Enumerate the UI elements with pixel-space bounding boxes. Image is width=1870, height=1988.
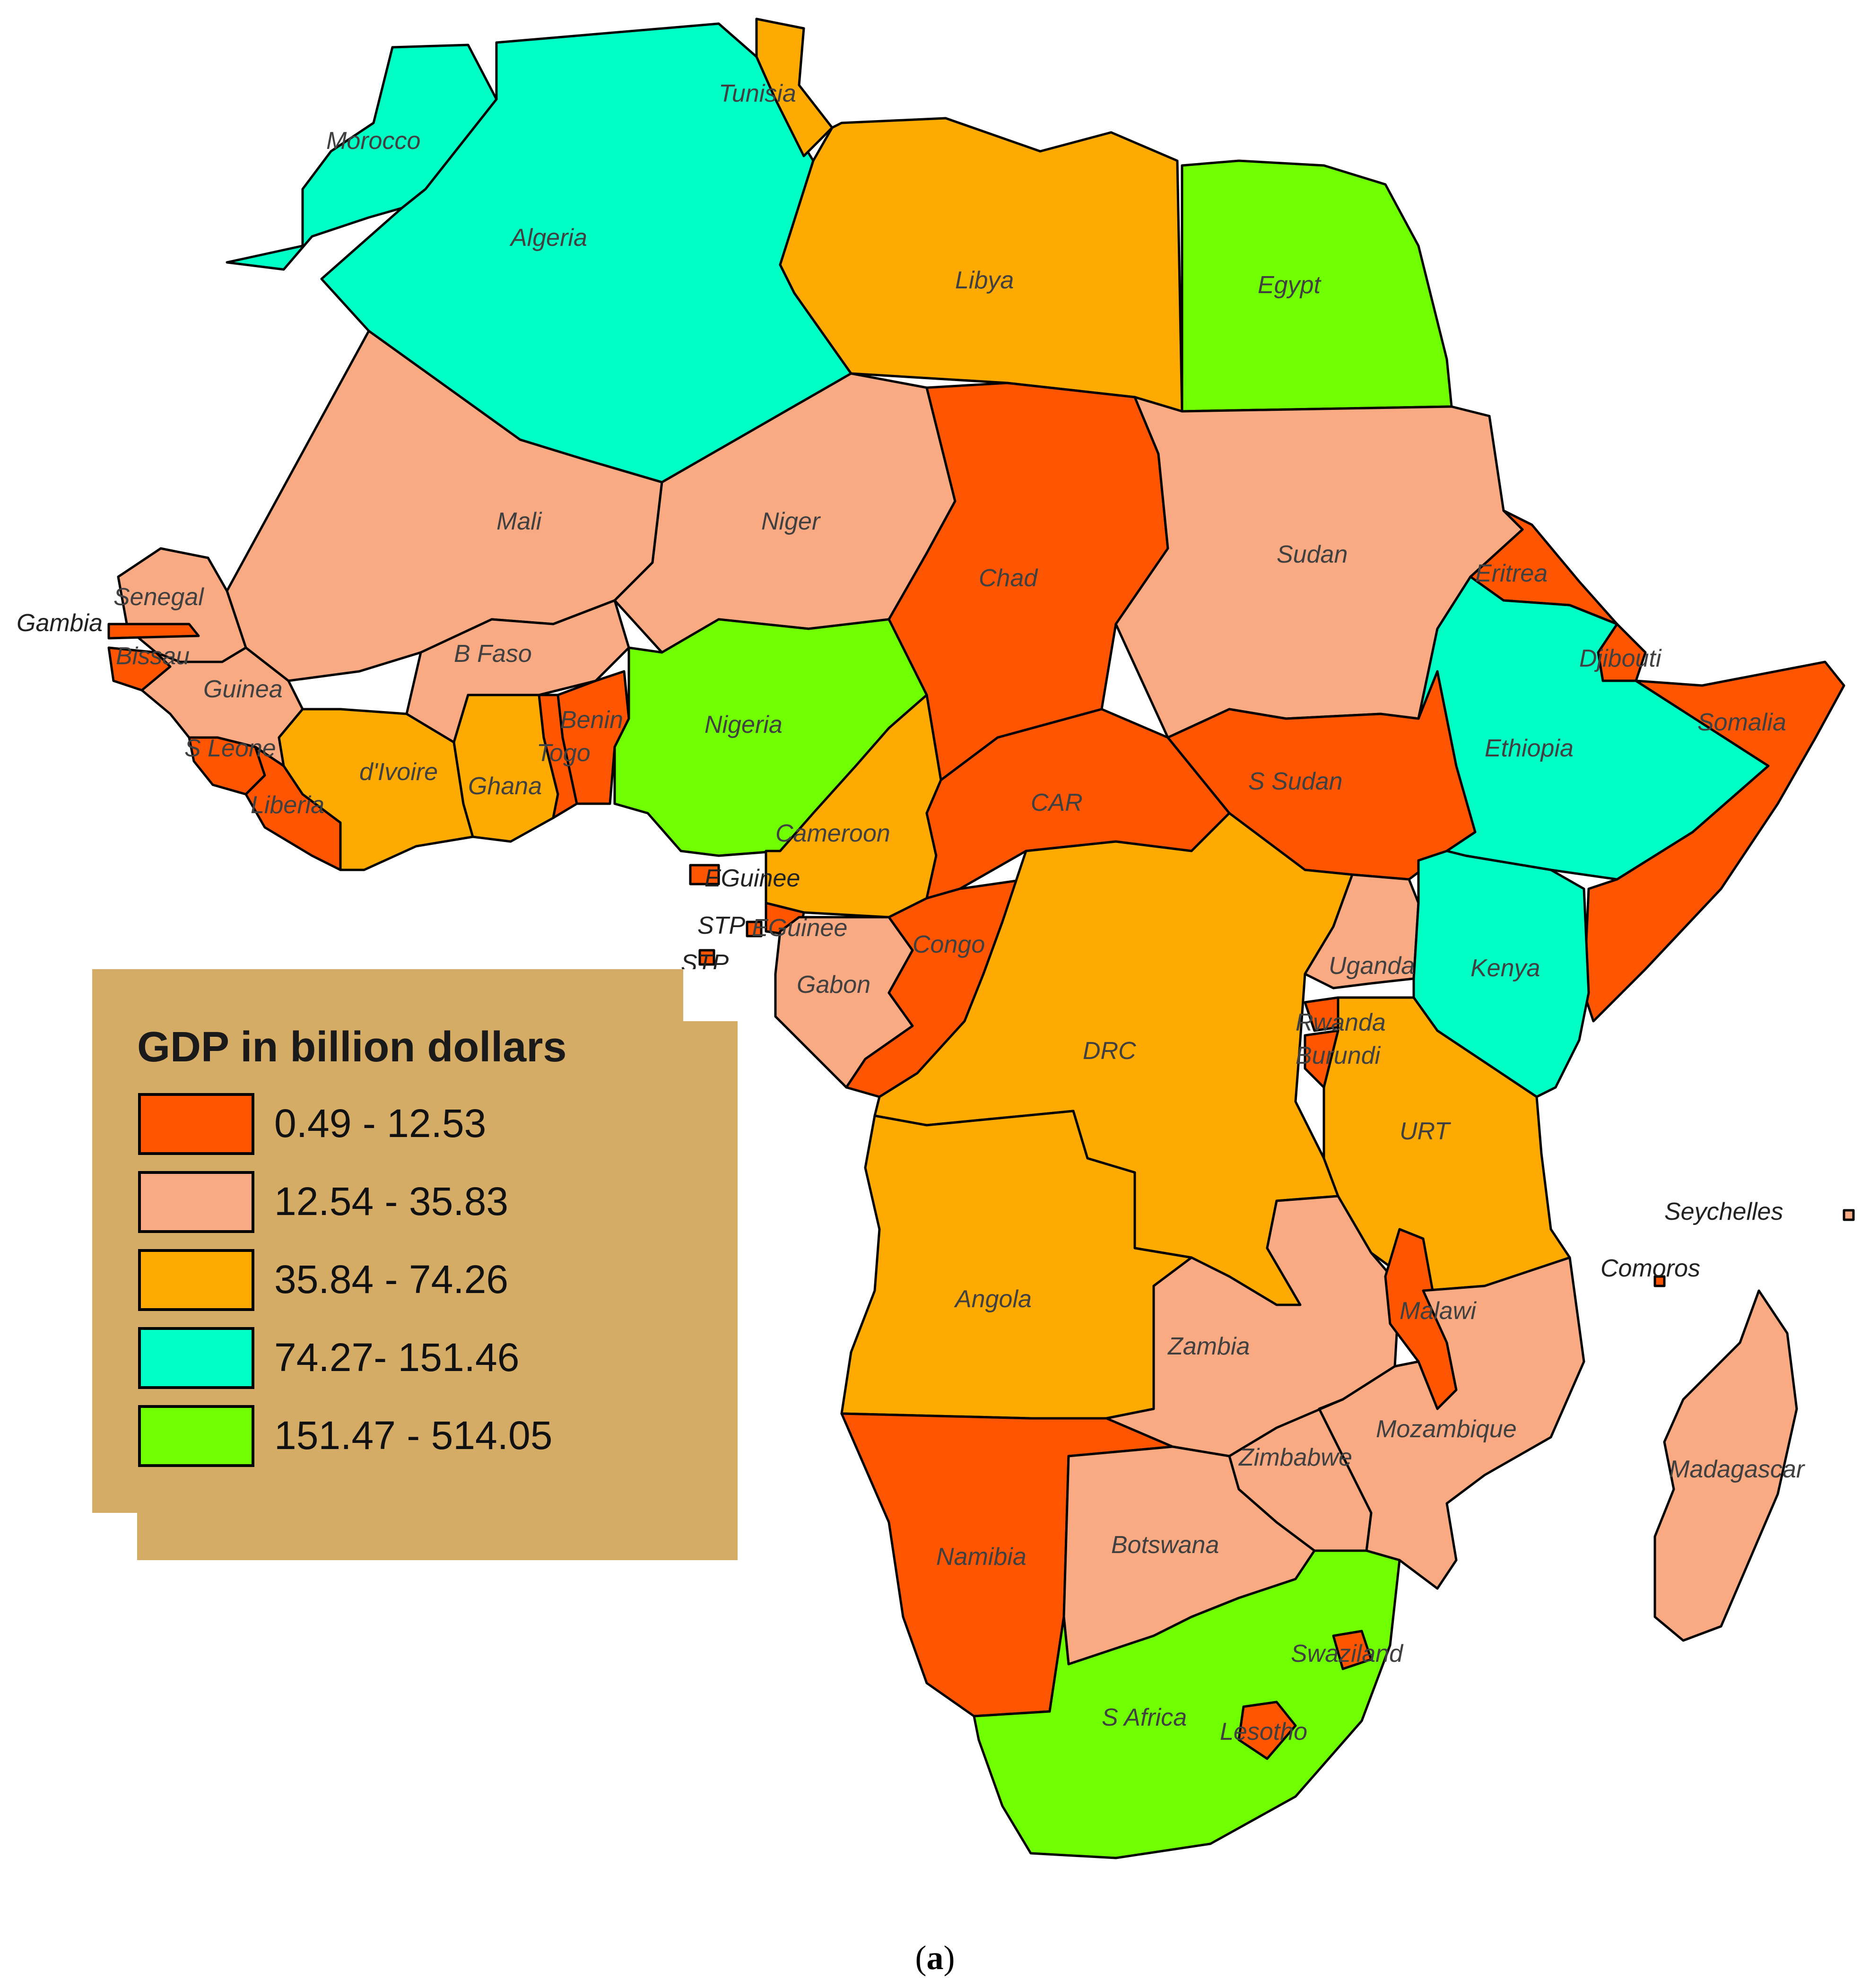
map-legend: GDP in billion dollars 0.49 - 12.53 12.5… [92,969,754,1560]
country-swaziland[interactable] [1332,1630,1373,1670]
label-niger: Niger [761,508,821,535]
country-safrica[interactable] [973,1549,1401,1859]
country-tunisia[interactable] [755,17,834,157]
label-nigeria: Nigeria [705,711,783,738]
label-chad: Chad [979,564,1038,592]
legend-swatch-2 [138,1171,254,1233]
label-eritrea: Eritrea [1475,560,1548,587]
label-angola: Angola [954,1285,1032,1313]
legend-corner-notch [683,969,754,1021]
legend-label-4: 74.27- 151.46 [274,1335,519,1380]
label-morocco: Morocco [326,127,420,155]
label-zambia: Zambia [1167,1333,1250,1360]
countries-layer [107,17,1855,1859]
legend-swatch-3 [138,1249,254,1311]
label-libya: Libya [955,267,1014,294]
country-eguinee1[interactable] [689,864,720,885]
label-cameroon: Cameroon [775,820,890,847]
country-labels: Morocco Algeria Tunisia Libya Egypt Mali… [17,80,1806,1745]
country-madagascar[interactable] [1653,1289,1798,1642]
label-bfaso: B Faso [454,640,532,668]
label-burundi: Burundi [1296,1042,1381,1069]
caption-close-paren: ) [943,1939,955,1977]
label-bissau: Bissau [116,642,190,670]
label-congo: Congo [913,931,985,958]
label-namibia: Namibia [936,1543,1026,1571]
legend-swatch-4 [138,1327,254,1389]
label-botswana: Botswana [1111,1531,1219,1559]
legend-label-3: 35.84 - 74.26 [274,1257,508,1302]
country-stp1[interactable] [746,920,763,938]
label-gabon: Gabon [797,971,870,998]
label-lesotho: Lesotho [1220,1718,1307,1745]
label-somalia: Somalia [1697,709,1786,736]
label-ethiopia: Ethiopia [1485,735,1574,762]
label-malawi: Malawi [1400,1297,1477,1325]
caption-open-paren: ( [915,1939,927,1977]
label-senegal: Senegal [113,583,204,611]
label-sleone: S Leone [184,735,276,762]
label-egypt: Egypt [1258,271,1322,299]
label-ghana: Ghana [468,773,542,800]
label-gambia: Gambia [17,609,103,637]
label-ivoire: d'Ivoire [359,758,438,786]
label-zimbabwe: Zimbabwe [1238,1444,1352,1471]
legend-label-5: 151.47 - 514.05 [274,1413,553,1458]
label-uganda: Uganda [1329,952,1415,980]
country-stp2[interactable] [698,949,715,966]
label-kenya: Kenya [1470,955,1540,982]
label-ssudan: S Sudan [1248,768,1343,795]
country-kenya[interactable] [1412,850,1590,1098]
legend-swatch-5 [138,1405,254,1467]
label-eguinee2: EGuinee [752,914,847,942]
country-uganda[interactable] [1304,873,1420,990]
country-gambia[interactable] [107,623,200,640]
legend-title: GDP in billion dollars [137,1024,566,1071]
label-eguinee1: EGuinee [705,865,800,892]
country-somalia[interactable] [1583,660,1845,1023]
label-car: CAR [1031,789,1083,816]
label-mali: Mali [496,508,542,535]
label-djibouti: Djibouti [1579,645,1662,672]
label-sudan: Sudan [1277,541,1348,568]
country-libya[interactable] [779,117,1183,413]
label-stp1: STP [697,912,745,939]
label-benin: Benin [560,706,623,734]
label-tunisia: Tunisia [719,80,796,107]
figure-caption: (a) [0,1938,1870,1978]
label-madagascar: Madagascar [1669,1456,1806,1483]
label-mozambique: Mozambique [1376,1415,1517,1443]
country-seychelles[interactable] [1843,1209,1855,1221]
label-safrica: S Africa [1102,1704,1187,1731]
label-comoros: Comoros [1600,1255,1700,1282]
label-guinea: Guinea [203,676,283,703]
label-liberia: Liberia [251,791,324,819]
legend-swatch-1 [138,1093,254,1155]
label-togo: Togo [537,739,591,767]
label-drc: DRC [1083,1037,1136,1065]
country-morocco[interactable] [226,43,498,271]
legend-label-2: 12.54 - 35.83 [274,1179,508,1224]
legend-label-1: 0.49 - 12.53 [274,1101,486,1146]
caption-letter: a [926,1939,944,1977]
label-urt: URT [1400,1118,1451,1145]
label-algeria: Algeria [509,224,587,252]
label-rwanda: Rwanda [1296,1009,1386,1036]
label-swaziland: Swaziland [1291,1640,1404,1667]
country-comoros[interactable] [1653,1275,1666,1287]
label-seychelles: Seychelles [1664,1198,1783,1225]
country-lesotho[interactable] [1237,1701,1297,1760]
